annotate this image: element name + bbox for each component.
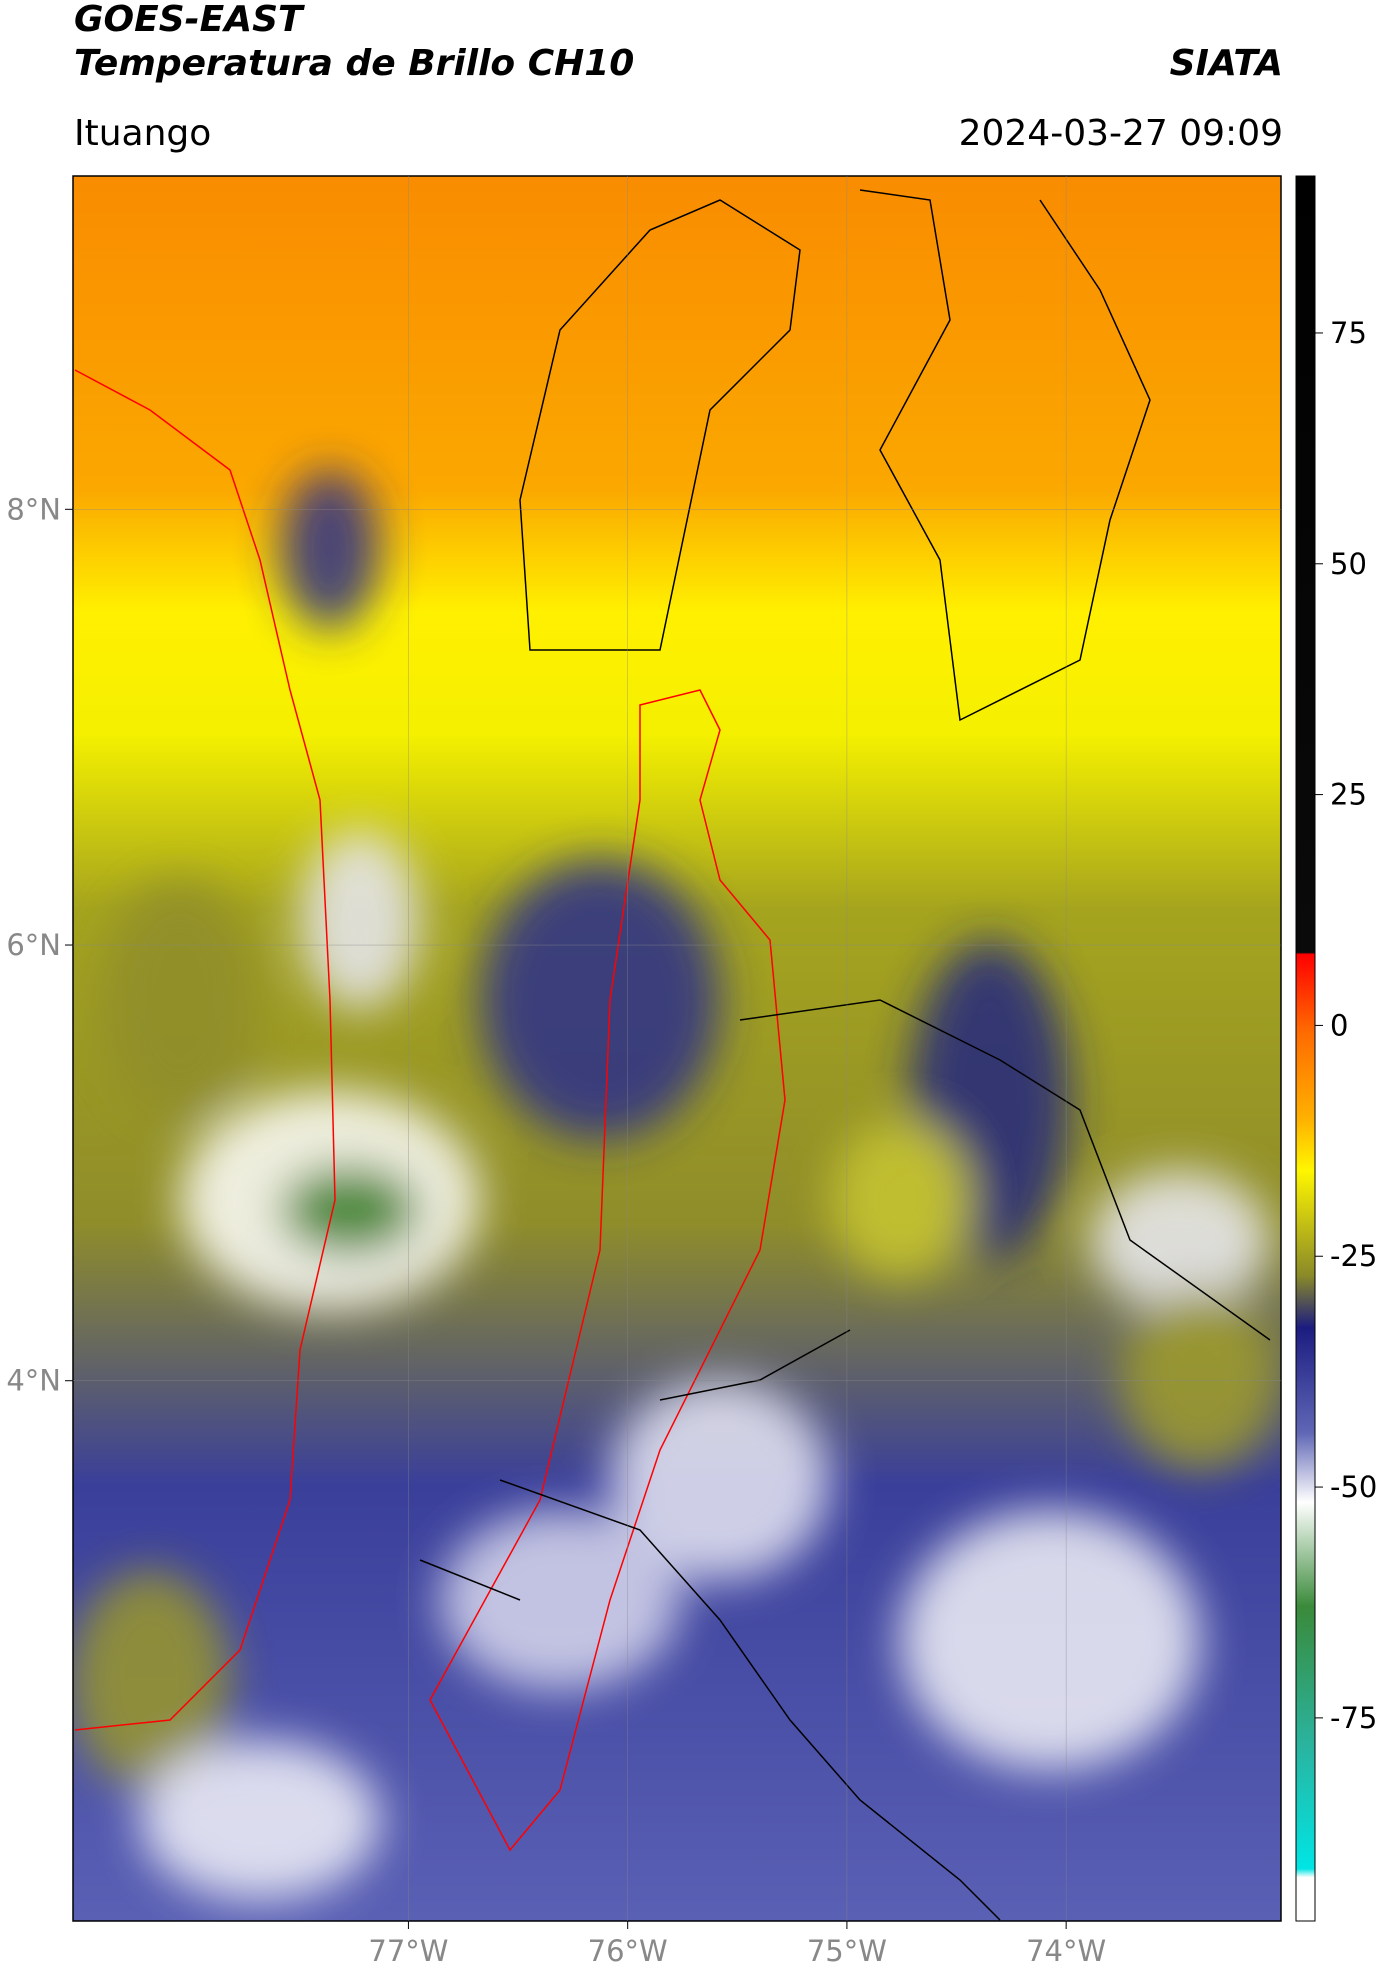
datetime: 2024-03-27 09:09	[958, 113, 1283, 154]
y-tick-label: 8°N	[6, 492, 61, 526]
colorbar	[1295, 175, 1316, 1922]
location: Ituango	[74, 113, 212, 154]
x-tick-label: 74°W	[1026, 1934, 1106, 1968]
colorbar-tick-label: -50	[1330, 1470, 1377, 1504]
title: GOES-EAST	[74, 0, 303, 40]
y-tick-label: 4°N	[6, 1364, 61, 1398]
colorbar-tick-label: 75	[1330, 316, 1367, 350]
colorbar-tick-label: -75	[1330, 1701, 1377, 1735]
x-tick-label: 75°W	[807, 1934, 887, 1968]
agency: SIATA	[1169, 43, 1283, 84]
satellite-image	[73, 176, 1281, 1921]
colorbar-tick-label: 50	[1330, 547, 1367, 581]
x-tick-label: 77°W	[368, 1934, 448, 1968]
x-tick-label: 76°W	[588, 1934, 668, 1968]
colorbar-tick-label: 0	[1330, 1008, 1348, 1042]
map-frame	[72, 175, 1282, 1922]
subtitle: Temperatura de Brillo CH10	[74, 43, 635, 84]
colorbar-tick-label: -25	[1330, 1239, 1377, 1273]
y-tick-label: 6°N	[6, 928, 61, 962]
colorbar-tick-label: 25	[1330, 778, 1367, 812]
